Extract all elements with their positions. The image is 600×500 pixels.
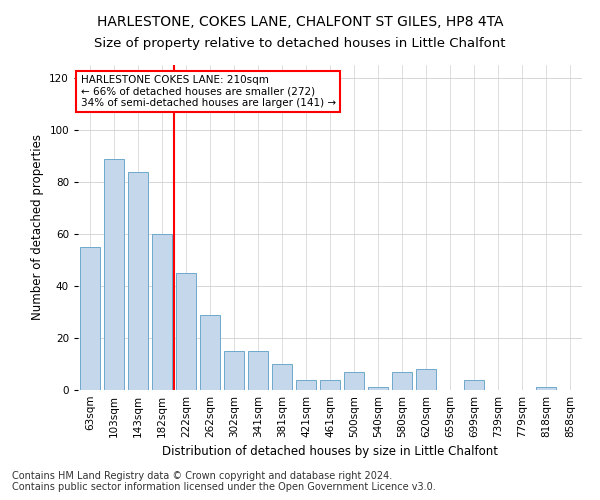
Bar — [272, 364, 292, 390]
Bar — [392, 372, 412, 390]
Bar — [536, 388, 556, 390]
Bar — [176, 273, 196, 390]
Bar — [152, 234, 172, 390]
Bar — [416, 369, 436, 390]
Bar — [464, 380, 484, 390]
Bar — [248, 351, 268, 390]
Text: HARLESTONE COKES LANE: 210sqm
← 66% of detached houses are smaller (272)
34% of : HARLESTONE COKES LANE: 210sqm ← 66% of d… — [80, 74, 335, 108]
Bar — [344, 372, 364, 390]
Y-axis label: Number of detached properties: Number of detached properties — [31, 134, 44, 320]
Bar — [104, 158, 124, 390]
Bar — [224, 351, 244, 390]
Bar — [128, 172, 148, 390]
Bar — [80, 247, 100, 390]
Text: Size of property relative to detached houses in Little Chalfont: Size of property relative to detached ho… — [94, 38, 506, 51]
Bar — [368, 388, 388, 390]
X-axis label: Distribution of detached houses by size in Little Chalfont: Distribution of detached houses by size … — [162, 446, 498, 458]
Bar — [296, 380, 316, 390]
Text: HARLESTONE, COKES LANE, CHALFONT ST GILES, HP8 4TA: HARLESTONE, COKES LANE, CHALFONT ST GILE… — [97, 15, 503, 29]
Bar — [320, 380, 340, 390]
Bar — [200, 314, 220, 390]
Text: Contains HM Land Registry data © Crown copyright and database right 2024.
Contai: Contains HM Land Registry data © Crown c… — [12, 471, 436, 492]
